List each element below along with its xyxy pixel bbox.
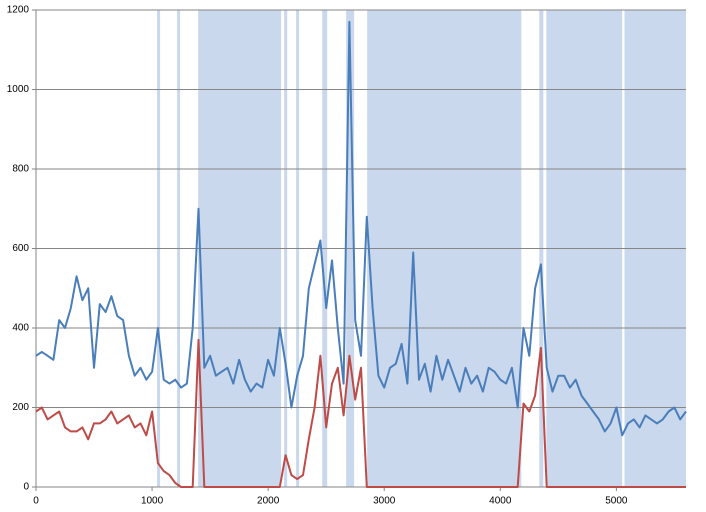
x-tick-label: 4000 — [489, 496, 512, 507]
series-line — [35, 20, 687, 437]
y-tick-label: 600 — [12, 243, 29, 254]
x-tick-label: 3000 — [373, 496, 396, 507]
y-tick-label: 0 — [23, 482, 29, 493]
x-tick-label: 2000 — [257, 496, 280, 507]
y-tick-label: 800 — [12, 164, 29, 175]
y-tick-label: 400 — [12, 323, 29, 334]
y-tick-label: 1200 — [7, 5, 30, 16]
x-tick-label: 5000 — [605, 496, 628, 507]
y-tick-label: 200 — [12, 402, 29, 413]
x-tick-label: 0 — [33, 496, 39, 507]
x-tick-label: 1000 — [141, 496, 164, 507]
y-tick-label: 1000 — [7, 84, 30, 95]
series-line — [35, 338, 686, 488]
